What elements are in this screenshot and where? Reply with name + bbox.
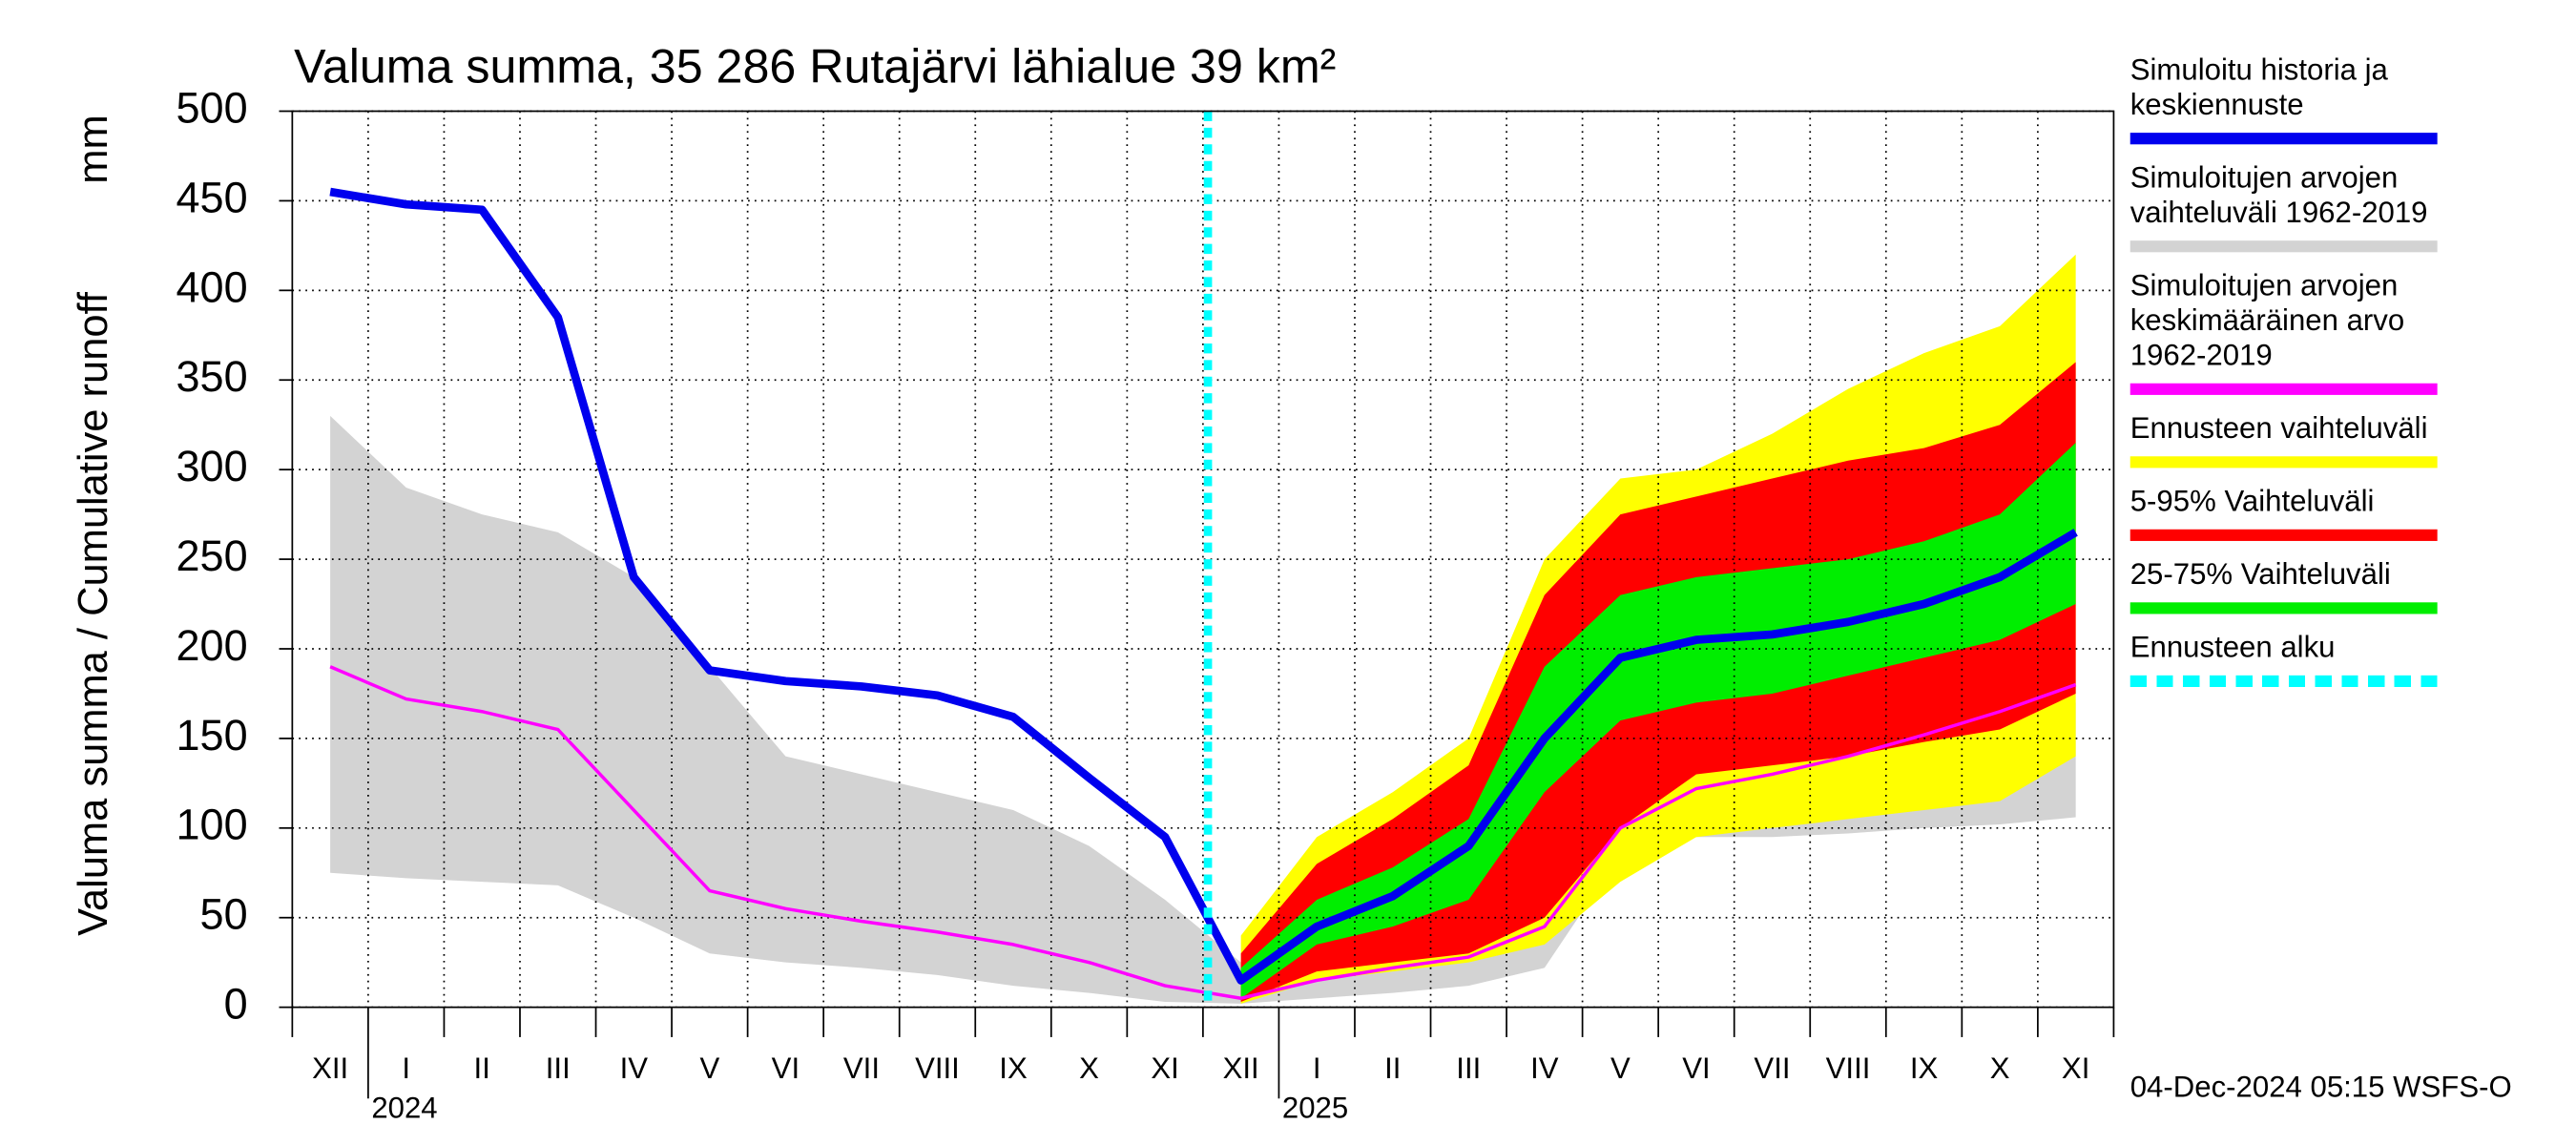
legend-label: Simuloitujen arvojen keskimääräinen arvo… [2129, 268, 2405, 372]
y-tick-label: 200 [177, 621, 248, 670]
band-area [330, 415, 2076, 1004]
x-tick-label: V [699, 1051, 719, 1085]
y-tick-label: 350 [177, 352, 248, 401]
x-tick-label: XII [312, 1051, 348, 1085]
y-tick-label: 400 [177, 262, 248, 311]
legend-key [2129, 133, 2438, 145]
legend-key [2129, 529, 2438, 541]
legend-key [2129, 675, 2438, 687]
chart: Valuma summa, 35 286 Rutajärvi lähialue … [71, 38, 2115, 1125]
legend-entry: 5-95% Vaihteluväli [2129, 484, 2444, 541]
legend-entry: 25-75% Vaihteluväli [2129, 557, 2444, 614]
series-line [329, 665, 2077, 1000]
chart-title: Valuma summa, 35 286 Rutajärvi lähialue … [294, 38, 1336, 93]
legend-label: Simuloitujen arvojen vaihteluväli 1962-2… [2129, 160, 2428, 229]
y-tick-label: 300 [177, 442, 248, 490]
legend-key [2129, 456, 2438, 468]
x-tick-label: VIII [1826, 1051, 1871, 1085]
x-tick-label: VI [772, 1051, 800, 1085]
x-tick-label: III [1456, 1051, 1481, 1085]
legend: Simuloitu historia ja keskiennuste Simulo… [2129, 52, 2444, 704]
x-tick-label: XI [2062, 1051, 2089, 1085]
x-tick-label: XI [1151, 1051, 1178, 1085]
plot-frame [291, 110, 2115, 1009]
legend-label: 25-75% Vaihteluväli [2129, 557, 2391, 592]
x-tick-label: IV [620, 1051, 649, 1085]
x-tick-label: VII [1754, 1051, 1790, 1085]
y-tick-label: 450 [177, 173, 248, 221]
x-tick-label: X [1079, 1051, 1099, 1085]
y-tick-label: 250 [177, 531, 248, 580]
x-tick-label: IX [1910, 1051, 1939, 1085]
year-label: 2024 [371, 1092, 437, 1125]
legend-entry: Simuloitujen arvojen keskimääräinen arvo… [2129, 268, 2444, 395]
x-tick-label: III [546, 1051, 571, 1085]
x-tick-label: VIII [915, 1051, 960, 1085]
y-tick-label: 100 [177, 801, 248, 849]
y-tick-label: 0 [224, 979, 248, 1028]
series-line [329, 187, 2078, 985]
x-tick-label: I [402, 1051, 410, 1085]
x-tick-label: IV [1530, 1051, 1559, 1085]
legend-label: Ennusteen alku [2129, 630, 2336, 664]
x-tick-label: I [1313, 1051, 1321, 1085]
x-tick-label: II [1384, 1051, 1401, 1085]
legend-label: Simuloitu historia ja keskiennuste [2129, 52, 2388, 121]
legend-label: 5-95% Vaihteluväli [2129, 484, 2375, 518]
legend-entry: Simuloitujen arvojen vaihteluväli 1962-2… [2129, 160, 2444, 253]
x-tick-label: V [1610, 1051, 1631, 1085]
year-label: 2025 [1282, 1092, 1348, 1125]
x-tick-label: XII [1223, 1051, 1259, 1085]
legend-label: Ennusteen vaihteluväli [2129, 411, 2428, 446]
x-tick-label: VI [1682, 1051, 1710, 1085]
lines [329, 111, 2078, 1008]
legend-key [2129, 383, 2438, 395]
x-tick-label: VII [843, 1051, 880, 1085]
legend-entry: Simuloitu historia ja keskiennuste [2129, 52, 2444, 145]
footer: 04-Dec-2024 05:15 WSFS-O [2129, 1070, 2512, 1104]
y-tick-label: 500 [177, 83, 248, 132]
x-tick-label: IX [999, 1051, 1028, 1085]
y-tick-label: 150 [177, 711, 248, 760]
y-axis-unit: mm [71, 114, 116, 183]
legend-entry: Ennusteen vaihteluväli [2129, 411, 2444, 468]
y-axis-label: Valuma summa / Cumulative runoff [71, 291, 116, 936]
legend-key [2129, 602, 2438, 614]
x-tick-label: II [474, 1051, 490, 1085]
x-tick-label: X [1990, 1051, 2010, 1085]
y-tick-label: 50 [200, 890, 248, 939]
legend-entry: Ennusteen alku [2129, 630, 2444, 687]
legend-key [2129, 240, 2438, 253]
